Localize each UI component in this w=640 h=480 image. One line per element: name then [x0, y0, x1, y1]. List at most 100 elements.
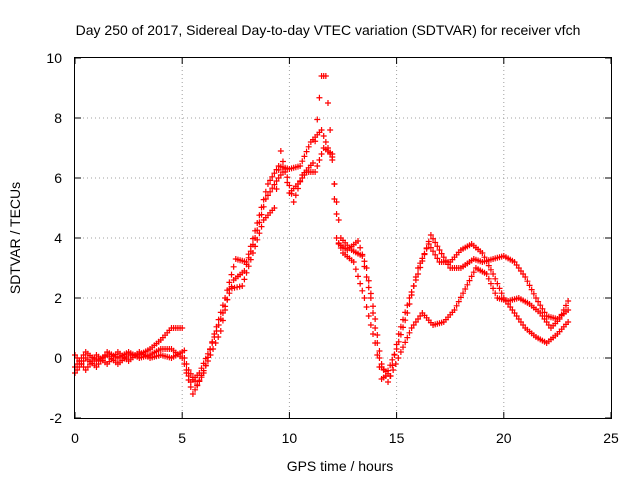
data-point — [359, 287, 366, 294]
data-point — [466, 277, 473, 284]
data-point — [363, 274, 370, 280]
data-point — [196, 377, 203, 384]
data-point — [558, 311, 565, 318]
data-point — [245, 254, 252, 261]
data-point — [485, 275, 492, 282]
data-point — [277, 148, 284, 154]
data-point — [479, 250, 486, 256]
data-point — [314, 116, 321, 123]
data-point — [252, 235, 259, 241]
data-point — [560, 307, 567, 313]
data-point — [361, 263, 368, 270]
y-tick-label: 2 — [54, 290, 62, 306]
data-point — [297, 178, 304, 185]
data-point — [376, 348, 383, 354]
data-point — [301, 153, 308, 160]
data-point — [470, 269, 477, 276]
data-point — [299, 158, 306, 165]
data-point — [215, 322, 222, 328]
data-point — [222, 303, 229, 310]
data-point — [380, 367, 387, 373]
data-point — [421, 251, 428, 258]
data-point — [179, 355, 186, 361]
series-track-3 — [72, 73, 572, 385]
y-tick-label: 10 — [46, 50, 62, 66]
data-point — [367, 295, 374, 301]
data-point — [494, 280, 501, 287]
data-point — [432, 251, 439, 258]
data-point — [389, 362, 396, 369]
data-point — [406, 329, 413, 336]
data-point — [363, 304, 370, 310]
data-point — [359, 253, 366, 259]
data-point — [457, 294, 464, 301]
y-tick-label: 4 — [54, 230, 62, 246]
data-point — [524, 278, 531, 285]
data-point — [267, 188, 274, 195]
data-point — [464, 281, 471, 288]
data-point — [355, 273, 362, 280]
data-point — [249, 241, 256, 248]
y-tick-label: 0 — [54, 350, 62, 366]
data-point — [269, 173, 276, 180]
data-point — [258, 223, 265, 230]
data-point — [357, 280, 364, 287]
data-point — [207, 346, 214, 352]
data-point — [258, 211, 265, 218]
data-point — [485, 262, 492, 269]
x-tick-label: 5 — [178, 430, 186, 446]
data-point — [192, 386, 199, 393]
data-point — [262, 196, 269, 202]
axis-ticks: 0 5 10 15 20 25 -2 0 2 4 6 8 10 — [46, 50, 619, 446]
data-point — [430, 248, 437, 255]
data-point — [460, 290, 467, 297]
data-point — [305, 143, 312, 150]
data-point — [376, 355, 383, 361]
plot-frame — [74, 57, 612, 419]
y-tick-label: 8 — [54, 110, 62, 126]
data-point — [286, 182, 293, 189]
data-point — [490, 271, 497, 277]
x-tick-label: 15 — [389, 430, 405, 446]
data-point — [445, 261, 452, 268]
data-point — [355, 238, 362, 244]
data-point — [196, 370, 203, 376]
data-point — [273, 186, 280, 192]
data-point — [269, 185, 276, 192]
data-point — [189, 391, 196, 397]
data-point — [402, 339, 409, 346]
data-point — [179, 349, 186, 355]
data-point — [352, 266, 359, 273]
data-point — [468, 273, 475, 280]
data-point — [357, 244, 364, 251]
data-point — [243, 261, 250, 268]
data-point — [372, 325, 379, 331]
data-point — [264, 192, 271, 199]
data-point — [264, 181, 271, 187]
data-point — [417, 264, 424, 271]
data-point — [202, 355, 209, 362]
data-point — [451, 307, 458, 313]
data-point — [320, 133, 327, 139]
data-point — [537, 302, 544, 309]
data-point — [316, 157, 323, 163]
data-point — [241, 276, 248, 283]
data-point — [228, 271, 235, 278]
data-point — [284, 174, 291, 181]
data-point — [395, 331, 402, 337]
data-point — [309, 160, 316, 166]
data-point — [374, 340, 381, 346]
data-point — [487, 266, 494, 273]
data-point — [492, 290, 499, 297]
data-point — [361, 295, 368, 301]
data-point — [434, 255, 441, 262]
y-tick-label: 6 — [54, 170, 62, 186]
data-point — [400, 344, 407, 351]
data-point — [297, 163, 304, 169]
data-point — [483, 271, 490, 277]
y-axis-label: SDTVAR / TECUs — [7, 182, 23, 294]
data-point — [390, 367, 397, 373]
x-tick-label: 10 — [282, 430, 298, 446]
data-point — [260, 203, 267, 210]
data-point — [226, 290, 233, 297]
